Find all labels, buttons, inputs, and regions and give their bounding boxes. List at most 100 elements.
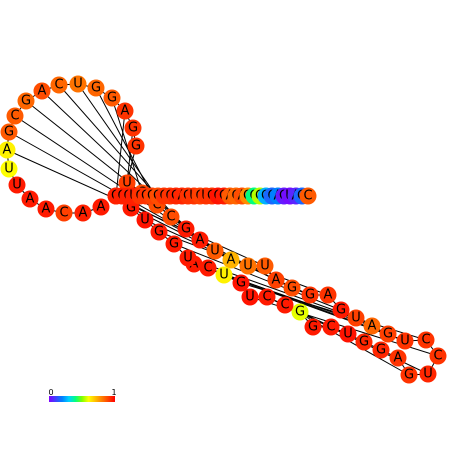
nucleotide-30: U: [256, 257, 274, 275]
nucleotide-letter: G: [21, 94, 31, 109]
nucleotide-circle: [258, 288, 276, 306]
nucleotide-42: U: [419, 365, 437, 383]
nucleotide-circle: [0, 160, 18, 178]
nucleotide-letter: U: [73, 77, 83, 92]
nucleotide-circle: [206, 242, 224, 260]
nucleotide-59: G: [165, 235, 183, 253]
nucleotide-48: C: [322, 318, 340, 336]
nucleotide-20: U: [118, 174, 136, 192]
nucleotide-circle: [419, 365, 437, 383]
nucleotide-circle: [0, 141, 16, 159]
nucleotide-circle: [417, 331, 435, 349]
nucleotide-letter: U: [260, 259, 270, 274]
nucleotide-38: G: [379, 325, 397, 343]
nucleotide-letter: U: [210, 244, 220, 259]
nucleotide-letter: G: [169, 237, 179, 252]
nucleotide-circle: [8, 176, 26, 194]
nucleotide-circle: [372, 341, 390, 359]
nucleotide-letter: U: [12, 178, 22, 193]
nucleotide-circle: [299, 187, 317, 205]
nucleotide-50: G: [291, 303, 309, 321]
nucleotide-60: G: [150, 223, 168, 241]
nucleotide-circle: [232, 274, 250, 292]
nucleotide-letter: U: [140, 213, 150, 228]
nucleotide-circle: [17, 92, 35, 110]
nucleotide-letter: G: [336, 303, 346, 318]
nucleotide-letter: G: [128, 121, 138, 136]
nucleotide-circle: [116, 102, 134, 120]
nucleotide-letter: A: [79, 206, 88, 221]
nucleotide-circle: [239, 257, 257, 275]
nucleotide-52: C: [258, 288, 276, 306]
nucleotide-letter: C: [433, 349, 442, 364]
nucleotide-25: G: [177, 220, 195, 238]
nucleotide-letter: A: [324, 288, 333, 303]
nucleotide-letter: A: [272, 273, 281, 288]
nucleotide-54: G: [232, 274, 250, 292]
nucleotide-circle: [33, 82, 51, 100]
nucleotide-circle: [339, 325, 357, 343]
nucleotide-circle: [267, 271, 285, 289]
nucleotide-letter: G: [4, 125, 14, 140]
nucleotide-letter: A: [38, 84, 47, 99]
nucleotide-49: G: [304, 318, 322, 336]
nucleotide-letter: G: [383, 327, 393, 342]
nucleotide-circle: [400, 366, 418, 384]
nucleotide-letter: A: [26, 192, 35, 207]
nucleotide-letter: G: [131, 139, 141, 154]
nucleotide-55: U: [215, 266, 233, 284]
nucleotide-circle: [179, 249, 197, 267]
nucleotide-letter: C: [54, 78, 63, 93]
nucleotide-11: G: [17, 92, 35, 110]
nucleotide-letter: U: [183, 251, 193, 266]
nucleotide-letter: C: [326, 320, 335, 335]
nucleotide-56: C: [199, 259, 217, 277]
nucleotide-circle: [162, 208, 180, 226]
nucleotide-6: U: [8, 176, 26, 194]
nucleotide-53: U: [241, 288, 259, 306]
nucleotide-circle: [291, 303, 309, 321]
nucleotide-letter: C: [262, 290, 271, 305]
nucleotide-letter: G: [126, 201, 136, 216]
nucleotide-circle: [0, 123, 18, 141]
nucleotide-letter: C: [59, 206, 68, 221]
nucleotide-circle: [429, 347, 447, 365]
nucleotide-circle: [6, 107, 24, 125]
nucleotide-15: G: [87, 79, 105, 97]
nucleotide-17: A: [116, 102, 134, 120]
nucleotide-circle: [355, 333, 373, 351]
nucleotide-letter: C: [280, 298, 289, 313]
nucleotide-circle: [124, 119, 142, 137]
nucleotide-circle: [177, 220, 195, 238]
nucleotide-circle: [304, 318, 322, 336]
nucleotide-2: A: [74, 204, 92, 222]
nucleotide-18: G: [124, 119, 142, 137]
nucleotide-circle: [322, 318, 340, 336]
nucleotide-4: A: [37, 200, 55, 218]
nucleotide-letter: C: [152, 198, 161, 213]
nucleotide-13: C: [50, 76, 68, 94]
nucleotide-circle: [256, 257, 274, 275]
nucleotide-12: A: [33, 82, 51, 100]
nucleotide-29: U: [239, 257, 257, 275]
nucleotide-letter: A: [394, 351, 403, 366]
nucleotide-16: G: [103, 89, 121, 107]
nucleotide-circle: [301, 286, 319, 304]
nucleotide-circle: [21, 190, 39, 208]
base-pair-bond: [95, 87, 158, 206]
nucleotide-27: U: [206, 242, 224, 260]
nucleotide-letter: G: [404, 368, 414, 383]
nucleotide-circle: [319, 286, 337, 304]
nucleotide-circle: [69, 75, 87, 93]
nucleotide-letter: G: [107, 91, 117, 106]
nucleotide-43: G: [400, 366, 418, 384]
color-legend: 0 1: [48, 388, 117, 402]
nucleotide-letter: U: [122, 176, 132, 191]
nucleotide-circle: [241, 288, 259, 306]
nucleotide-letter: G: [154, 225, 164, 240]
base-pair-bond: [126, 127, 134, 184]
nucleotide-letter: A: [190, 257, 199, 272]
nucleotide-1: A: [92, 198, 110, 216]
nucleotide-letter: G: [236, 276, 246, 291]
nucleotide-letter: A: [368, 319, 377, 334]
